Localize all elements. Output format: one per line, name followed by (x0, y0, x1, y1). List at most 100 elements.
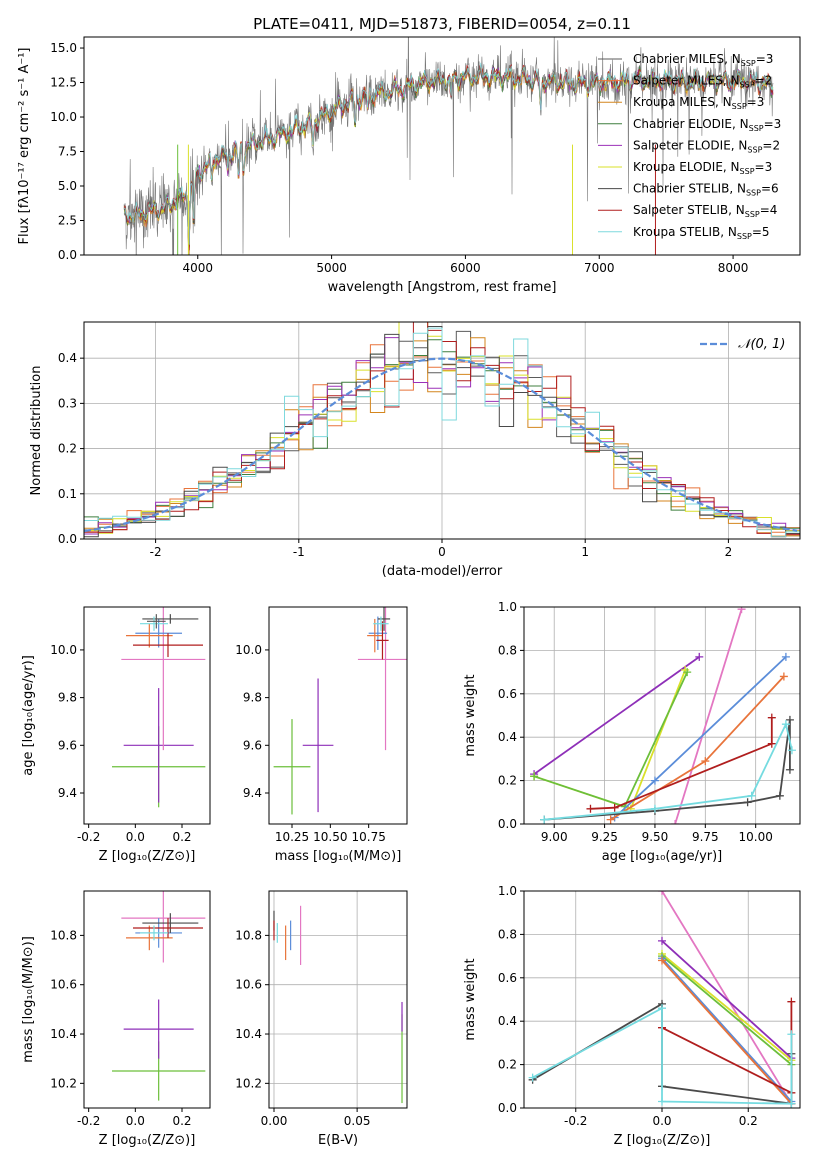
errorbar-point (367, 618, 383, 653)
y-tick-label: 9.6 (58, 738, 77, 752)
data-point-marker (658, 891, 666, 895)
age-vs-mass-panel: 10.25 10.50 10.75 9.4 9.6 9.8 10.0 mass [log₁₀(… (235, 606, 408, 864)
errorbar-point (123, 999, 194, 1059)
x-tick-label: 9.50 (642, 830, 669, 844)
x-tick-label: 5000 (316, 261, 347, 275)
mass-weight-line (661, 891, 793, 1105)
mass-weight-line (661, 957, 793, 1103)
y-tick-label: 10.6 (235, 978, 262, 992)
errorbar-point (133, 633, 203, 658)
data-point-marker (781, 652, 790, 661)
mass-weight-line (590, 717, 773, 810)
legend-entry: Kroupa STELIB, NSSP=5 (633, 225, 770, 241)
data-point-marker (586, 804, 595, 813)
y-axis-label: age [log₁₀(age/yr)] (21, 655, 36, 776)
legend-entry: Salpeter MILES, NSSP=2 (633, 74, 772, 90)
y-tick-label: 9.8 (243, 691, 262, 705)
legend-entry: Chabrier STELIB, NSSP=6 (633, 182, 779, 198)
data-point-marker (767, 713, 776, 722)
plot-frame (523, 890, 801, 1109)
data-point-marker (658, 1097, 666, 1106)
mass-vs-metallicity-panel: -0.2 0.0 0.2 10.2 10.4 10.6 10.8 Z [log₁₀(Z/Z⊙)… (21, 890, 211, 1148)
x-tick-label: 9.25 (591, 830, 618, 844)
y-tick-label: 10.0 (235, 643, 262, 657)
x-axis-label: (data-model)/error (382, 564, 503, 579)
legend-entry: Chabrier MILES, NSSP=3 (633, 52, 773, 68)
y-tick-label: 0.2 (58, 442, 77, 456)
x-tick-label: -0.2 (77, 1114, 100, 1128)
y-axis-label: mass [log₁₀(M/M⊙)] (21, 936, 36, 1063)
legend-entry: Salpeter STELIB, NSSP=4 (633, 203, 777, 219)
y-tick-label: 10.2 (235, 1076, 262, 1090)
legend-entry: Kroupa ELODIE, NSSP=3 (633, 160, 772, 176)
errorbar-point (121, 607, 206, 751)
errorbar-point (140, 925, 168, 941)
data-point-marker (785, 765, 794, 774)
y-tick-label: 0.8 (498, 927, 517, 941)
data-point-marker (737, 607, 746, 614)
y-tick-label: 10.0 (50, 643, 77, 657)
y-tick-label: 0.0 (58, 248, 77, 262)
mass-weight-line (661, 953, 792, 1061)
mass-weight-line (544, 719, 791, 821)
mass-weight-line (533, 656, 700, 775)
x-tick-label: -2 (150, 545, 162, 559)
y-tick-label: 0.6 (498, 687, 517, 701)
errorbar-point (142, 614, 199, 624)
legend-entry: 𝒩(0, 1) (738, 337, 785, 352)
x-tick-label: 0.05 (344, 1114, 371, 1128)
data-point-marker (650, 804, 659, 813)
x-tick-label: 6000 (450, 261, 481, 275)
x-axis-label: Z [log₁₀(Z/Z⊙)] (99, 1133, 196, 1148)
data-point-marker (671, 820, 680, 824)
x-axis-label: age [log₁₀(age/yr)] (602, 849, 723, 864)
y-axis-label: mass weight (463, 674, 478, 756)
data-point-marker (683, 668, 692, 677)
y-tick-label: 0.8 (498, 643, 517, 657)
y-axis-label: Normed distribution (29, 366, 44, 496)
y-tick-label: 0.1 (58, 487, 77, 501)
x-tick-label: -1 (293, 545, 305, 559)
x-tick-label: 10.25 (275, 830, 309, 844)
plot-frame (523, 606, 801, 825)
y-tick-label: 7.5 (58, 145, 77, 159)
data-point-marker (658, 956, 666, 965)
data-point-marker (540, 815, 549, 824)
data-point-marker (787, 1099, 796, 1108)
data-point-marker (747, 791, 756, 800)
data-point-marker (528, 1073, 537, 1082)
x-axis-label: Z [log₁₀(Z/Z⊙)] (614, 1133, 711, 1148)
data-point-marker (787, 746, 796, 755)
x-tick-label: -0.2 (564, 1114, 587, 1128)
mass-weight-line (544, 721, 793, 821)
errorbar-point (121, 891, 206, 963)
y-tick-label: 9.6 (243, 738, 262, 752)
y-tick-label: 9.4 (243, 786, 262, 800)
x-tick-label: 0.2 (739, 1114, 758, 1128)
errorbar-point (273, 719, 311, 815)
x-tick-label: 0.0 (126, 830, 145, 844)
errorbar-point (147, 614, 166, 629)
y-tick-label: 0.4 (58, 351, 77, 365)
x-tick-label: 0.2 (172, 830, 191, 844)
residual-histogram-step (84, 327, 800, 538)
errorbar-point (357, 607, 407, 751)
y-tick-label: 10.6 (50, 978, 77, 992)
plot-frame (268, 606, 408, 825)
figure-title: PLATE=0411, MJD=51873, FIBERID=0054, z=0… (253, 15, 631, 33)
data-point-marker (787, 997, 796, 1006)
y-tick-label: 10.0 (50, 110, 77, 124)
data-point-marker (606, 815, 615, 824)
residuals-panel: -2 -1 0 1 2 0.0 0.1 0.2 0.3 0.4 (data-model)/error… (29, 321, 801, 579)
legend-entry: Kroupa MILES, NSSP=3 (633, 95, 764, 111)
y-tick-label: 0.4 (498, 1014, 517, 1028)
errorbar-point (140, 616, 168, 631)
data-point-marker (779, 672, 788, 681)
errorbar-point (142, 913, 199, 933)
y-tick-label: 5.0 (58, 179, 77, 193)
massweight-vs-metallicity-panel: -0.2 0.0 0.2 0.0 0.2 0.4 0.6 0.8 1.0 Z [log₁₀(Z/Z… (463, 884, 801, 1148)
mass-vs-ebv-panel: 0.00 0.05 10.2 10.4 10.6 10.8 E(B-V) (235, 890, 408, 1148)
data-point-marker (767, 739, 776, 748)
x-tick-label: 0.0 (126, 1114, 145, 1128)
x-tick-label: 10.00 (738, 830, 772, 844)
